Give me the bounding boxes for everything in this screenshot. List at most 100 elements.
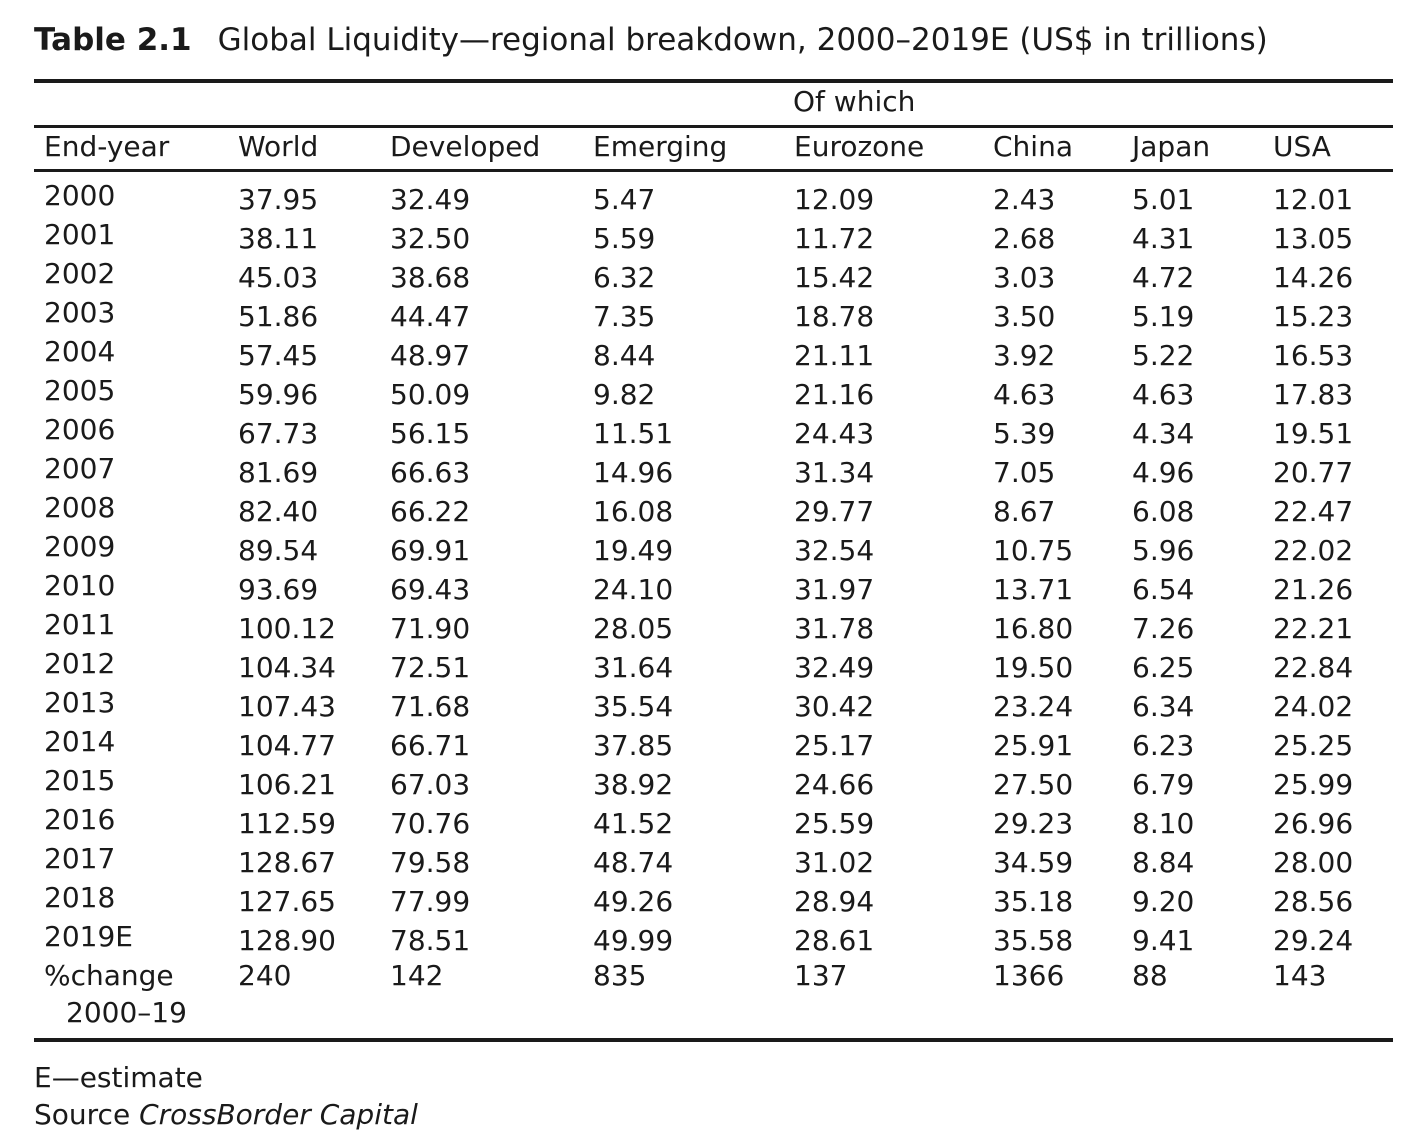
pct-change-label: %change 2000–19 [44,957,187,1031]
cell-world: 67.73 [238,417,319,450]
cell-emerging: 24.10 [593,573,674,606]
cell-china: 10.75 [993,534,1074,567]
cell-usa: 17.83 [1273,378,1354,411]
cell-end-year: 2010 [44,569,116,602]
cell-emerging: 19.49 [593,534,674,567]
cell-emerging: 48.74 [593,846,674,879]
table-caption: Table 2.1 Global Liquidity—regional break… [34,20,1268,60]
cell-japan: 4.31 [1132,222,1195,255]
cell-emerging: 11.51 [593,417,674,450]
table-row: 2003 51.86 44.47 7.35 18.78 3.50 5.19 15.23 [0,297,1413,336]
cell-world: 106.21 [238,768,336,801]
cell-world: 93.69 [238,573,319,606]
header-world: World [238,130,319,163]
cell-eurozone: 30.42 [794,690,875,723]
source-prefix: Source [34,1098,131,1131]
table-row: 2004 57.45 48.97 8.44 21.11 3.92 5.22 16.53 [0,336,1413,375]
cell-world: 38.11 [238,222,319,255]
cell-usa: 22.02 [1273,534,1354,567]
table-row: 2002 45.03 38.68 6.32 15.42 3.03 4.72 14.26 [0,258,1413,297]
cell-china: 3.92 [993,339,1056,372]
cell-world: 104.34 [238,651,336,684]
cell-japan: 4.34 [1132,417,1195,450]
table-row: 2009 89.54 69.91 19.49 32.54 10.75 5.96 22.02 [0,531,1413,570]
cell-usa: 29.24 [1273,924,1354,957]
cell-china: 2.68 [993,222,1056,255]
pct-change-label-line2: 2000–19 [66,996,187,1029]
table-row: 2006 67.73 56.15 11.51 24.43 5.39 4.34 19.51 [0,414,1413,453]
cell-developed: 32.49 [390,183,471,216]
cell-developed: 70.76 [390,807,471,840]
cell-developed: 44.47 [390,300,471,333]
pct-change-label-line1: %change [44,959,174,992]
pct-change-china: 1366 [993,959,1065,992]
cell-developed: 66.71 [390,729,471,762]
pct-change-usa: 143 [1273,959,1327,992]
cell-japan: 9.41 [1132,924,1195,957]
cell-usa: 12.01 [1273,183,1354,216]
cell-japan: 6.08 [1132,495,1195,528]
cell-end-year: 2007 [44,452,116,485]
of-which-spanner: Of which [793,85,916,118]
cell-china: 35.58 [993,924,1074,957]
cell-china: 5.39 [993,417,1056,450]
cell-world: 59.96 [238,378,319,411]
cell-eurozone: 24.43 [794,417,875,450]
cell-world: 107.43 [238,690,336,723]
cell-end-year: 2014 [44,725,116,758]
cell-end-year: 2004 [44,335,116,368]
cell-china: 19.50 [993,651,1074,684]
cell-developed: 48.97 [390,339,471,372]
cell-world: 100.12 [238,612,336,645]
cell-eurozone: 25.17 [794,729,875,762]
cell-china: 3.50 [993,300,1056,333]
cell-developed: 79.58 [390,846,471,879]
cell-eurozone: 11.72 [794,222,875,255]
pct-change-emerging: 835 [593,959,647,992]
cell-developed: 38.68 [390,261,471,294]
cell-end-year: 2011 [44,608,116,641]
cell-china: 35.18 [993,885,1074,918]
cell-eurozone: 31.78 [794,612,875,645]
cell-usa: 26.96 [1273,807,1354,840]
cell-world: 82.40 [238,495,319,528]
cell-eurozone: 31.02 [794,846,875,879]
header-japan: Japan [1132,130,1211,163]
cell-usa: 25.25 [1273,729,1354,762]
cell-japan: 6.54 [1132,573,1195,606]
cell-japan: 4.96 [1132,456,1195,489]
cell-developed: 72.51 [390,651,471,684]
cell-end-year: 2005 [44,374,116,407]
header-developed: Developed [390,130,541,163]
cell-emerging: 16.08 [593,495,674,528]
cell-japan: 8.84 [1132,846,1195,879]
spanner-rule [34,125,1393,128]
cell-china: 3.03 [993,261,1056,294]
cell-eurozone: 21.16 [794,378,875,411]
cell-emerging: 49.99 [593,924,674,957]
cell-china: 7.05 [993,456,1056,489]
cell-china: 16.80 [993,612,1074,645]
cell-world: 37.95 [238,183,319,216]
cell-world: 104.77 [238,729,336,762]
cell-emerging: 5.59 [593,222,656,255]
cell-developed: 69.91 [390,534,471,567]
cell-japan: 6.79 [1132,768,1195,801]
cell-end-year: 2000 [44,179,116,212]
cell-world: 89.54 [238,534,319,567]
cell-china: 4.63 [993,378,1056,411]
cell-eurozone: 28.61 [794,924,875,957]
cell-eurozone: 32.54 [794,534,875,567]
header-usa: USA [1273,130,1331,163]
cell-eurozone: 25.59 [794,807,875,840]
cell-usa: 22.21 [1273,612,1354,645]
cell-japan: 7.26 [1132,612,1195,645]
cell-japan: 5.22 [1132,339,1195,372]
cell-eurozone: 31.34 [794,456,875,489]
cell-developed: 56.15 [390,417,471,450]
cell-china: 29.23 [993,807,1074,840]
cell-eurozone: 31.97 [794,573,875,606]
table-row: 2016 112.59 70.76 41.52 25.59 29.23 8.10 26.96 [0,804,1413,843]
table-row: 2007 81.69 66.63 14.96 31.34 7.05 4.96 20.77 [0,453,1413,492]
cell-emerging: 28.05 [593,612,674,645]
